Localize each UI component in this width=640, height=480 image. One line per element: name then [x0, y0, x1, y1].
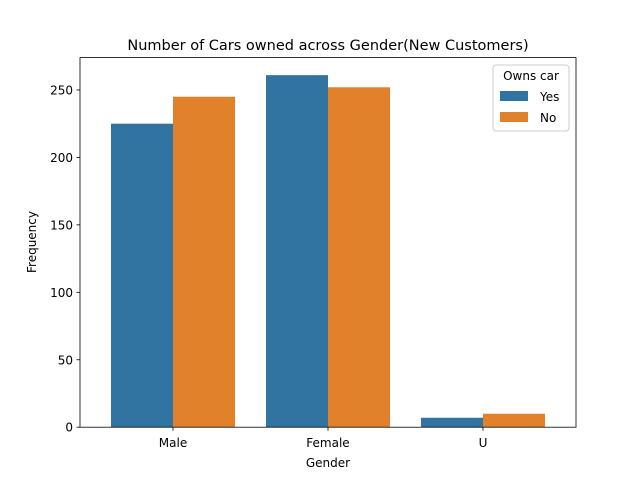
y-tick-label-200: 200 — [50, 151, 73, 165]
y-tick-label-250: 250 — [50, 83, 73, 97]
y-tick-label-0: 0 — [65, 421, 73, 435]
y-axis-label: Frequency — [25, 211, 39, 273]
legend-title: Owns car — [503, 69, 559, 83]
y-tick-label-150: 150 — [50, 218, 73, 232]
legend-label-no: No — [540, 111, 556, 125]
y-tick-label-50: 50 — [58, 353, 73, 367]
bar-male-yes — [111, 123, 173, 428]
bar-male-no — [173, 96, 235, 428]
bar-female-no — [328, 87, 390, 428]
y-tick-label-100: 100 — [50, 286, 73, 300]
bar-female-yes — [266, 75, 328, 428]
x-tick-label-u: U — [479, 436, 488, 450]
bars-group — [111, 75, 545, 428]
chart-title: Number of Cars owned across Gender(New C… — [127, 38, 528, 54]
legend-swatch-no — [500, 112, 528, 122]
x-tick-label-female: Female — [306, 436, 349, 450]
legend: Owns car Yes No — [492, 64, 570, 132]
legend-swatch-yes — [500, 91, 528, 101]
bar-u-yes — [421, 417, 483, 428]
legend-label-yes: Yes — [539, 90, 559, 104]
x-tick-label-male: Male — [159, 436, 187, 450]
x-axis-ticks: Male Female U — [159, 427, 488, 450]
x-axis-label: Gender — [306, 456, 350, 470]
y-axis-ticks: 0 50 100 150 200 250 — [50, 83, 80, 435]
bar-u-no — [483, 413, 545, 428]
